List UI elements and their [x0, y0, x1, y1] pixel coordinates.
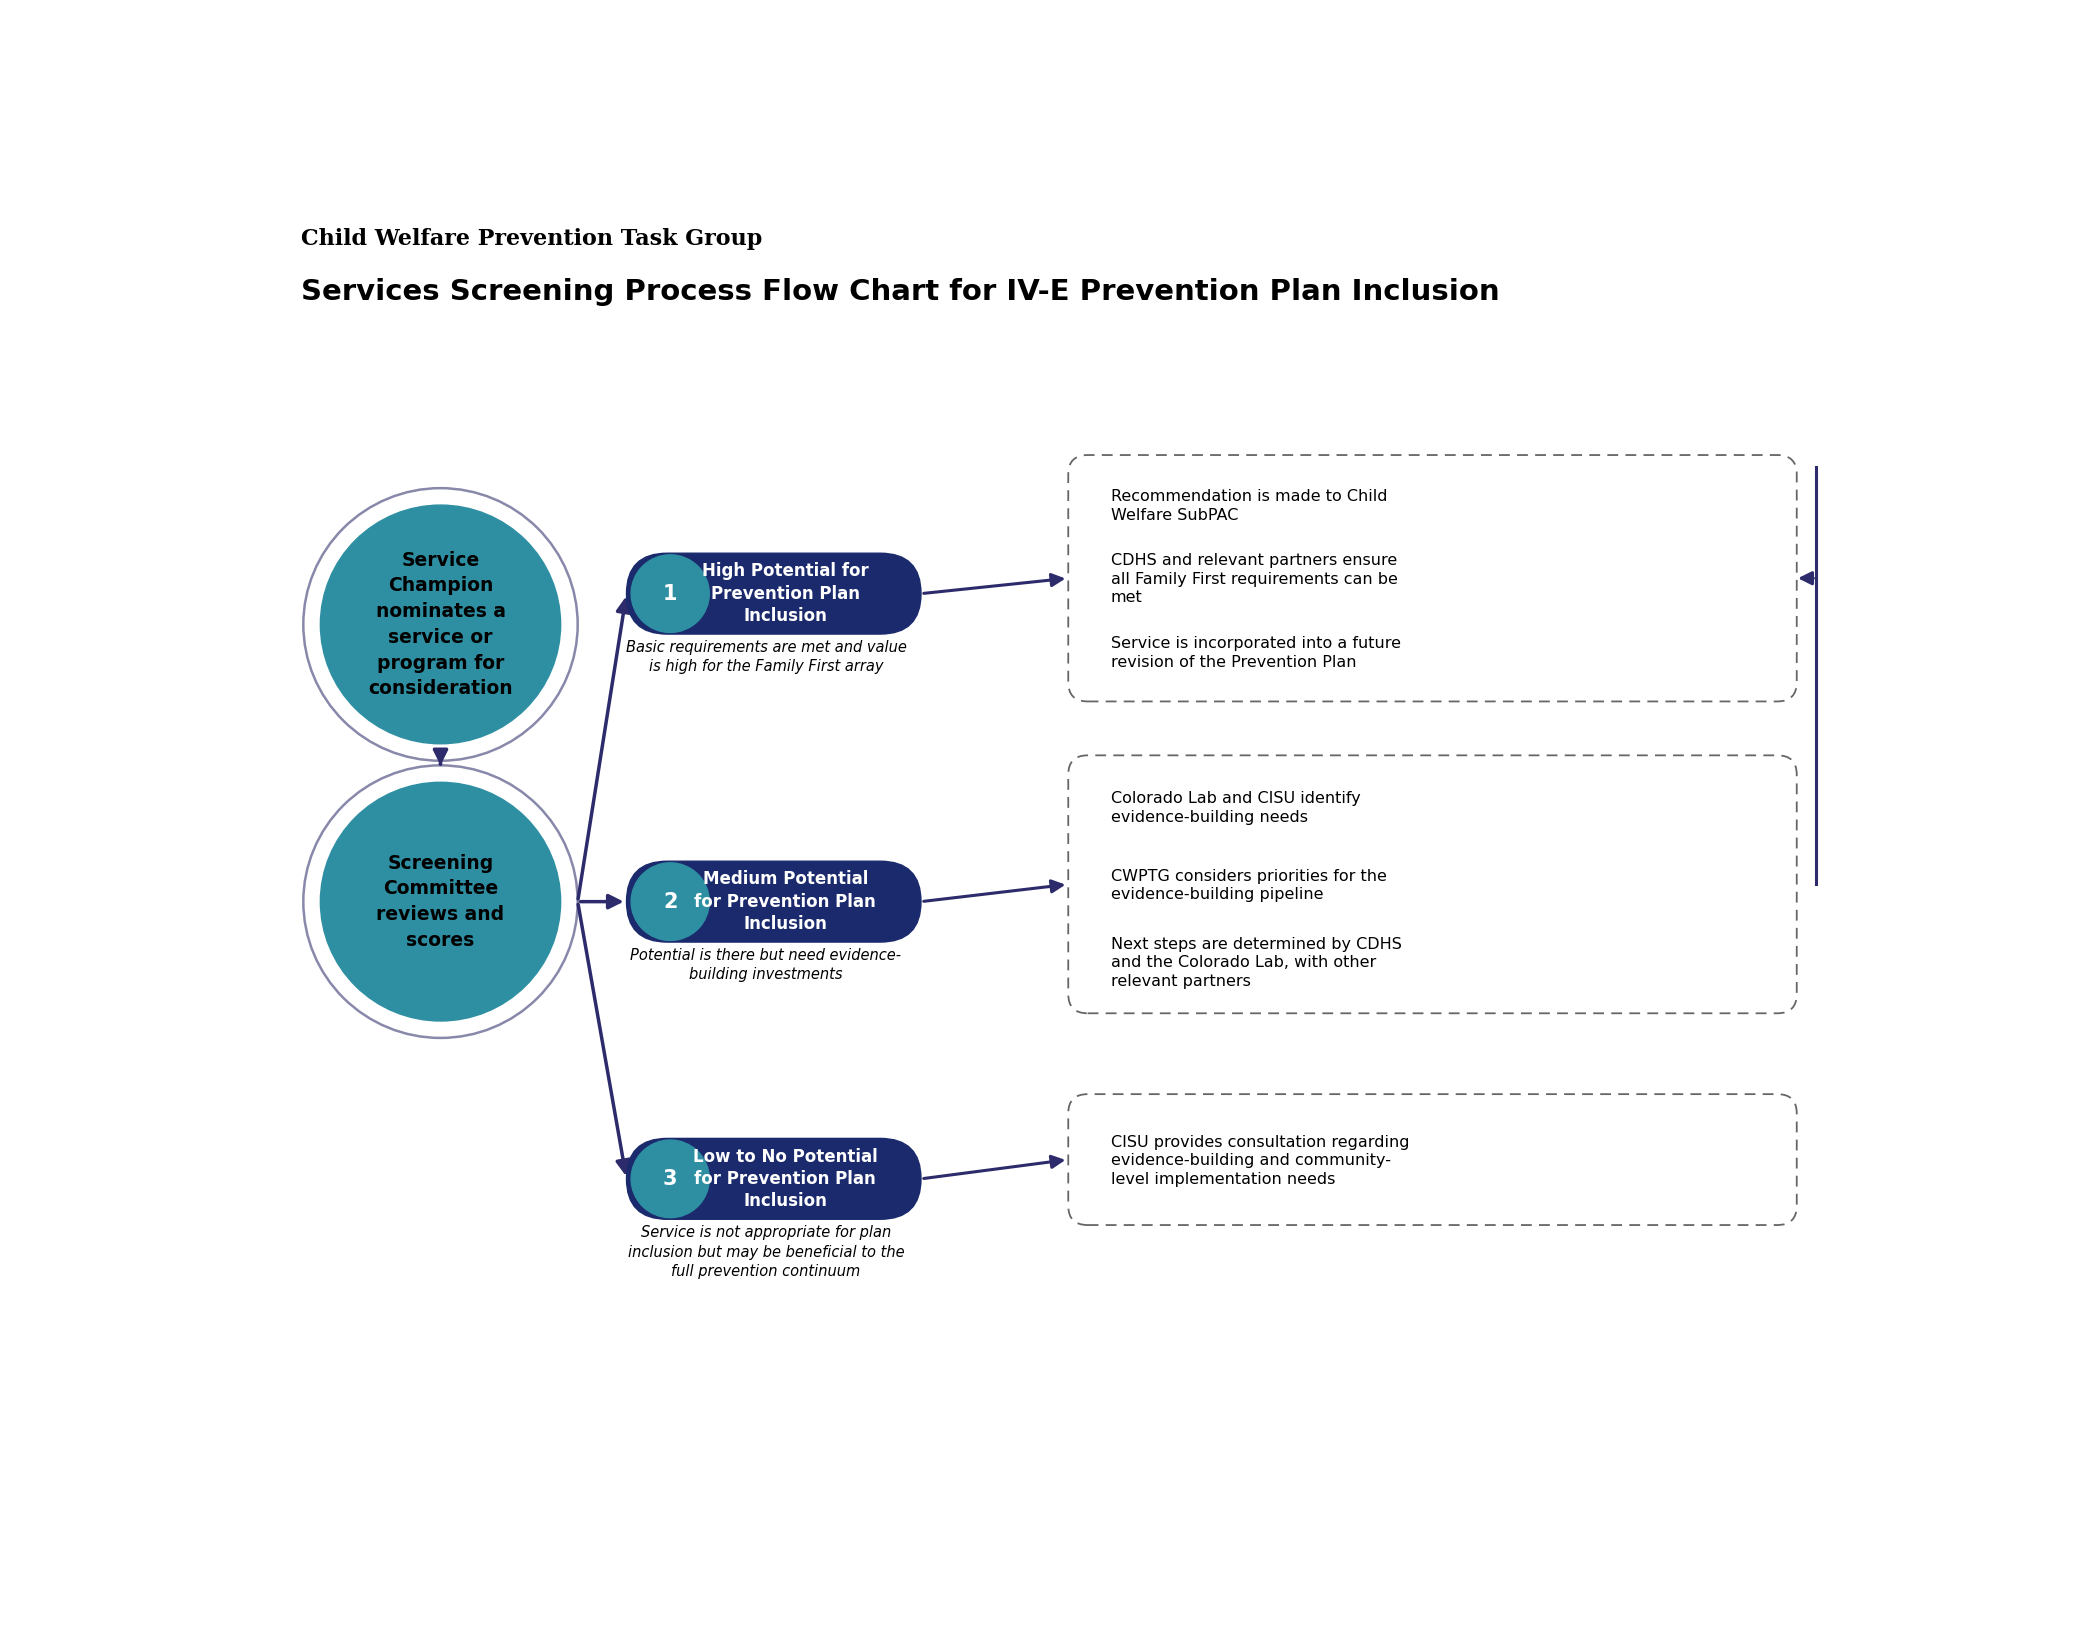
Circle shape	[631, 555, 709, 633]
FancyBboxPatch shape	[627, 1139, 921, 1219]
FancyBboxPatch shape	[1068, 756, 1796, 1013]
Circle shape	[631, 1140, 709, 1217]
Text: 1: 1	[663, 584, 678, 604]
Text: Service is incorporated into a future
revision of the Prevention Plan: Service is incorporated into a future re…	[1110, 636, 1401, 669]
Text: High Potential for
Prevention Plan
Inclusion: High Potential for Prevention Plan Inclu…	[703, 563, 869, 625]
Text: CWPTG considers priorities for the
evidence-building pipeline: CWPTG considers priorities for the evide…	[1110, 869, 1387, 903]
Text: Basic requirements are met and value
is high for the Family First array: Basic requirements are met and value is …	[625, 640, 906, 674]
Text: Service is not appropriate for plan
inclusion but may be beneficial to the
full : Service is not appropriate for plan incl…	[627, 1225, 904, 1279]
Text: Colorado Lab and CISU identify
evidence-building needs: Colorado Lab and CISU identify evidence-…	[1110, 792, 1362, 825]
Text: Recommendation is made to Child
Welfare SubPAC: Recommendation is made to Child Welfare …	[1110, 489, 1387, 522]
Text: CDHS and relevant partners ensure
all Family First requirements can be
met: CDHS and relevant partners ensure all Fa…	[1110, 553, 1397, 605]
Text: Potential is there but need evidence-
building investments: Potential is there but need evidence- bu…	[631, 949, 902, 983]
FancyBboxPatch shape	[627, 861, 921, 942]
Text: CISU provides consultation regarding
evidence-building and community-
level impl: CISU provides consultation regarding evi…	[1110, 1135, 1410, 1186]
Circle shape	[321, 782, 560, 1021]
FancyBboxPatch shape	[1068, 1094, 1796, 1225]
Text: 2: 2	[663, 892, 678, 911]
Text: 3: 3	[663, 1168, 678, 1189]
FancyBboxPatch shape	[1068, 455, 1796, 702]
Text: Medium Potential
for Prevention Plan
Inclusion: Medium Potential for Prevention Plan Inc…	[694, 870, 877, 933]
Circle shape	[631, 862, 709, 941]
Circle shape	[321, 506, 560, 744]
FancyBboxPatch shape	[627, 553, 921, 635]
Text: Services Screening Process Flow Chart for IV-E Prevention Plan Inclusion: Services Screening Process Flow Chart fo…	[300, 278, 1500, 306]
Circle shape	[304, 766, 577, 1037]
Circle shape	[304, 488, 577, 761]
Text: Service
Champion
nominates a
service or
program for
consideration: Service Champion nominates a service or …	[367, 551, 512, 699]
Text: Screening
Committee
reviews and
scores: Screening Committee reviews and scores	[376, 854, 504, 951]
Text: Child Welfare Prevention Task Group: Child Welfare Prevention Task Group	[300, 227, 762, 250]
Text: Low to No Potential
for Prevention Plan
Inclusion: Low to No Potential for Prevention Plan …	[692, 1147, 877, 1211]
Text: Next steps are determined by CDHS
and the Colorado Lab, with other
relevant part: Next steps are determined by CDHS and th…	[1110, 937, 1401, 990]
